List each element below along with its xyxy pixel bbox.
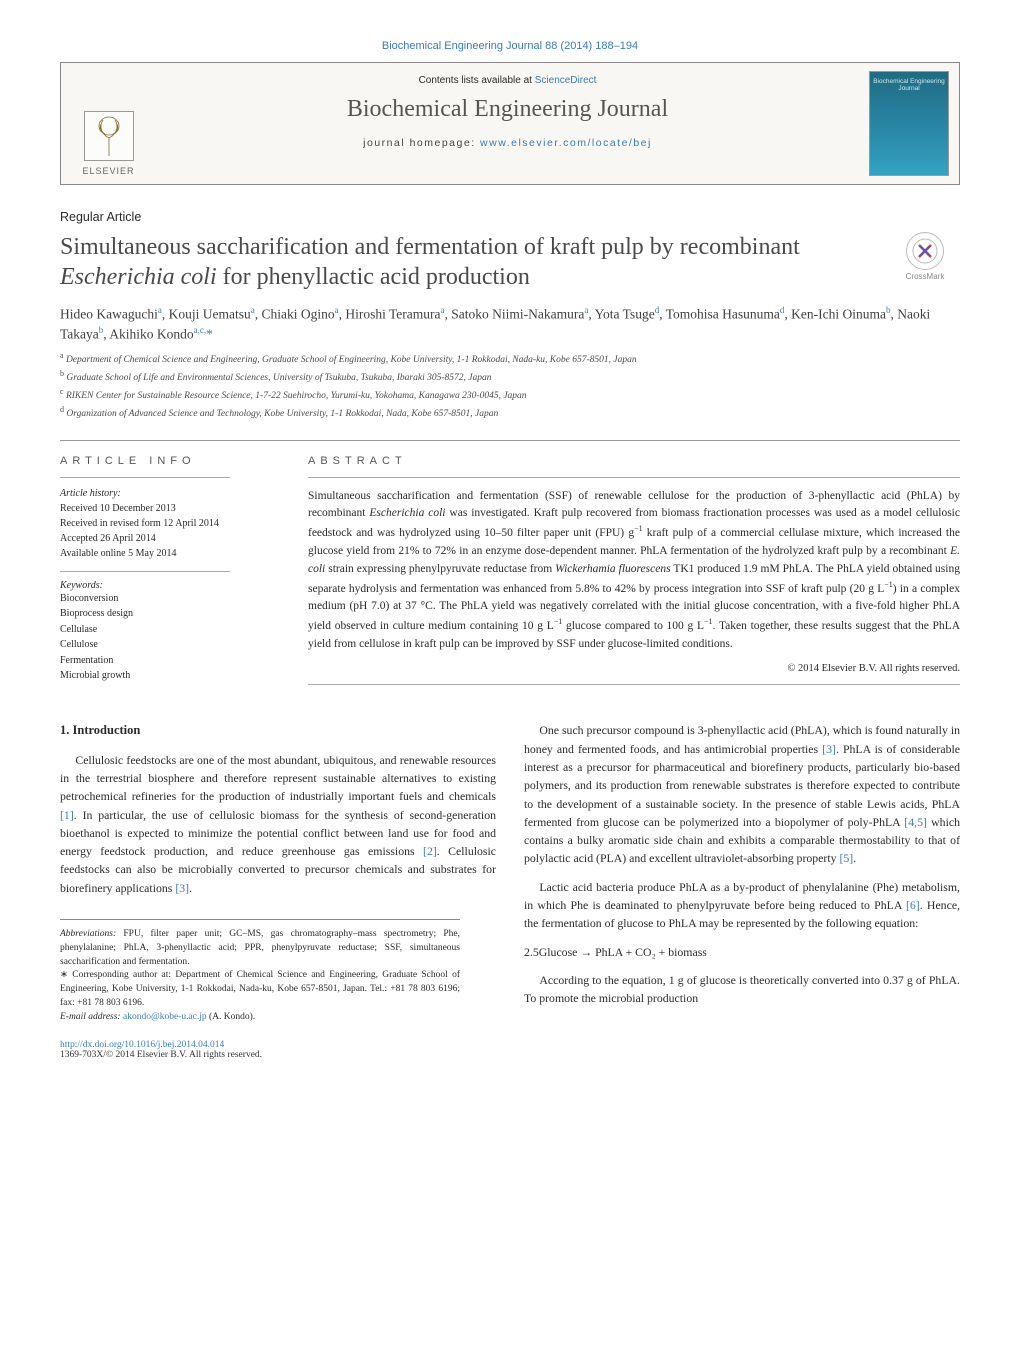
affiliation: a Department of Chemical Science and Eng…	[60, 350, 960, 368]
keywords-list: Bioconversion Bioprocess design Cellulas…	[60, 591, 280, 684]
journal-reference: Biochemical Engineering Journal 88 (2014…	[60, 40, 960, 52]
body-paragraph: One such precursor compound is 3-phenyll…	[524, 721, 960, 867]
divider	[308, 684, 960, 685]
elsevier-tree-icon	[84, 111, 134, 161]
journal-header-box: ELSEVIER Contents lists available at Sci…	[60, 62, 960, 185]
title-part-italic: Escherichia coli	[60, 264, 217, 290]
abstract-heading: ABSTRACT	[308, 455, 960, 467]
keyword: Cellulase	[60, 622, 280, 638]
body-paragraph: Cellulosic feedstocks are one of the mos…	[60, 751, 496, 897]
divider	[60, 571, 230, 572]
crossmark-widget[interactable]: CrossMark	[890, 232, 960, 281]
homepage-link[interactable]: www.elsevier.com/locate/bej	[480, 137, 652, 149]
homepage-prefix: journal homepage:	[363, 137, 480, 149]
title-part-b: for phenyllactic acid production	[217, 264, 530, 290]
publisher-logo-block: ELSEVIER	[61, 63, 156, 184]
journal-homepage: journal homepage: www.elsevier.com/locat…	[166, 137, 849, 149]
article-body: 1. Introduction Cellulosic feedstocks ar…	[60, 721, 960, 1024]
corresponding-author: ∗ Corresponding author at: Department of…	[60, 969, 460, 1010]
footnotes: Abbreviations: FPU, filter paper unit; G…	[60, 919, 460, 1024]
journal-cover-thumb: Biochemical Engineering Journal	[869, 71, 949, 176]
article-history: Article history: Received 10 December 20…	[60, 486, 280, 561]
email-link[interactable]: akondo@kobe-u.ac.jp	[123, 1012, 207, 1022]
history-label: Article history:	[60, 486, 280, 501]
email-line: E-mail address: akondo@kobe-u.ac.jp (A. …	[60, 1011, 460, 1025]
affiliation: b Graduate School of Life and Environmen…	[60, 368, 960, 386]
keyword: Cellulose	[60, 637, 280, 653]
keyword: Bioconversion	[60, 591, 280, 607]
sciencedirect-link[interactable]: ScienceDirect	[535, 75, 597, 86]
history-item: Accepted 26 April 2014	[60, 531, 280, 546]
abbreviations: Abbreviations: FPU, filter paper unit; G…	[60, 928, 460, 969]
contents-available: Contents lists available at ScienceDirec…	[166, 75, 849, 86]
affiliation-list: a Department of Chemical Science and Eng…	[60, 350, 960, 422]
elsevier-label: ELSEVIER	[82, 166, 134, 176]
keyword: Microbial growth	[60, 668, 280, 684]
crossmark-label: CrossMark	[906, 272, 945, 281]
affiliation: c RIKEN Center for Sustainable Resource …	[60, 386, 960, 404]
abstract-text: Simultaneous saccharification and fermen…	[308, 488, 960, 654]
divider	[60, 477, 230, 478]
crossmark-icon	[906, 232, 944, 270]
section-heading: 1. Introduction	[60, 721, 496, 740]
doi-link[interactable]: http://dx.doi.org/10.1016/j.bej.2014.04.…	[60, 1040, 960, 1050]
journal-title: Biochemical Engineering Journal	[166, 96, 849, 123]
history-item: Received in revised form 12 April 2014	[60, 516, 280, 531]
affiliation: d Organization of Advanced Science and T…	[60, 404, 960, 422]
article-type: Regular Article	[60, 210, 960, 224]
keyword: Bioprocess design	[60, 606, 280, 622]
title-part-a: Simultaneous saccharification and fermen…	[60, 234, 800, 260]
contents-prefix: Contents lists available at	[419, 75, 535, 86]
history-item: Available online 5 May 2014	[60, 546, 280, 561]
author-list: Hideo Kawaguchia, Kouji Uematsua, Chiaki…	[60, 304, 960, 344]
equation: 2.5Glucose → PhLA + CO₂ + biomass	[524, 943, 960, 961]
keyword: Fermentation	[60, 653, 280, 669]
abstract-copyright: © 2014 Elsevier B.V. All rights reserved…	[308, 663, 960, 674]
history-item: Received 10 December 2013	[60, 501, 280, 516]
body-paragraph: Lactic acid bacteria produce PhLA as a b…	[524, 878, 960, 933]
keywords-label: Keywords:	[60, 580, 280, 591]
body-paragraph: According to the equation, 1 g of glucos…	[524, 971, 960, 1008]
footer-copyright: 1369-703X/© 2014 Elsevier B.V. All right…	[60, 1050, 960, 1060]
divider	[308, 477, 960, 478]
article-info-heading: ARTICLE INFO	[60, 455, 280, 467]
cover-thumb-title: Biochemical Engineering Journal	[870, 78, 948, 93]
article-title: Simultaneous saccharification and fermen…	[60, 232, 875, 292]
